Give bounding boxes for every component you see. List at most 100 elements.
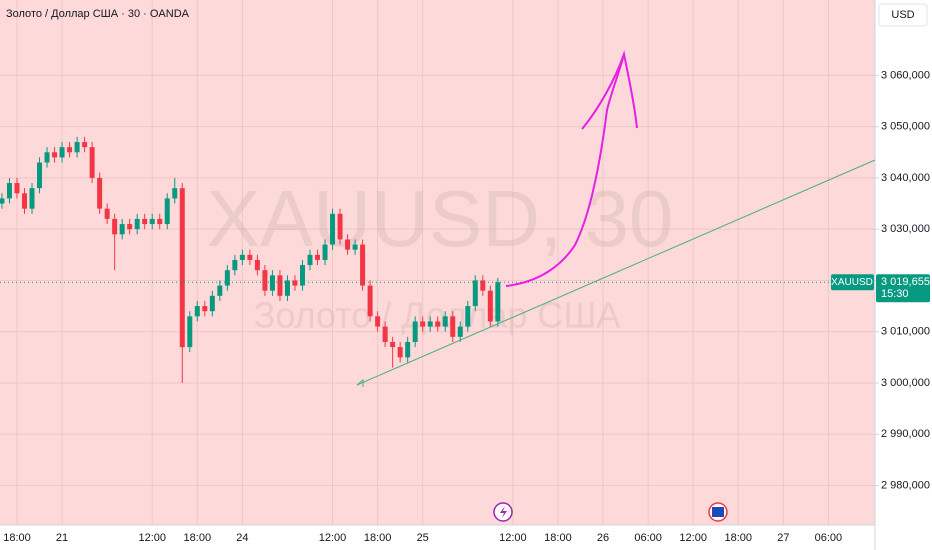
x-tick-label: 18:00 bbox=[724, 532, 752, 544]
candle-body bbox=[487, 290, 493, 322]
hand-drawn-arrow bbox=[505, 53, 625, 287]
candle-body bbox=[187, 316, 193, 348]
candle-body bbox=[352, 244, 358, 250]
candle-body bbox=[224, 270, 230, 286]
candle-body bbox=[375, 316, 381, 327]
candle-body bbox=[269, 275, 275, 291]
candle-body bbox=[239, 254, 245, 260]
candle-body bbox=[149, 218, 155, 225]
candle-body bbox=[292, 280, 298, 286]
watermark-subtitle: Золото / Доллар США bbox=[254, 295, 621, 336]
time-axis bbox=[0, 525, 875, 550]
x-tick-label: 21 bbox=[56, 532, 68, 544]
candle-body bbox=[194, 306, 200, 317]
y-tick-label: 3 050,000 bbox=[881, 121, 930, 133]
hand-drawn-arrow-head bbox=[581, 50, 638, 130]
candle-body bbox=[367, 285, 373, 317]
candle-body bbox=[337, 213, 343, 240]
y-tick-label: 3 000,000 bbox=[881, 377, 930, 389]
candle-body bbox=[472, 280, 478, 307]
candle-body bbox=[142, 218, 148, 225]
candle-body bbox=[0, 198, 5, 204]
x-tick-label: 26 bbox=[597, 532, 609, 544]
candle-body bbox=[179, 188, 185, 348]
candle-body bbox=[405, 341, 411, 358]
watermark: XAUUSD, 30 bbox=[207, 174, 674, 263]
candle-body bbox=[172, 188, 178, 199]
candle-body bbox=[89, 147, 95, 178]
candle-body bbox=[427, 321, 433, 327]
candle-body bbox=[480, 280, 486, 291]
candle-body bbox=[44, 152, 50, 163]
candle-body bbox=[37, 162, 43, 189]
candle-body bbox=[59, 147, 65, 158]
candle-body bbox=[322, 244, 328, 260]
candle-body bbox=[6, 183, 12, 199]
candle-body bbox=[217, 285, 223, 296]
symbol-tag bbox=[831, 274, 874, 291]
countdown: 15:30 bbox=[881, 288, 909, 300]
candle-body bbox=[397, 347, 403, 358]
y-tick-label: 3 010,000 bbox=[881, 326, 930, 338]
y-tick-label: 3 040,000 bbox=[881, 172, 930, 184]
x-tick-label: 24 bbox=[236, 532, 248, 544]
candle-body bbox=[412, 321, 418, 342]
currency: USD bbox=[891, 9, 914, 21]
candle-body bbox=[21, 193, 27, 209]
candle-body bbox=[465, 306, 471, 327]
candle-body bbox=[284, 280, 290, 296]
candle-body bbox=[164, 198, 170, 225]
candle-body bbox=[262, 270, 268, 291]
candle-body bbox=[74, 142, 80, 153]
x-tick-label: 12:00 bbox=[319, 532, 347, 544]
candle-body bbox=[52, 152, 58, 158]
x-tick-label: 27 bbox=[777, 532, 789, 544]
candle-body bbox=[209, 295, 215, 312]
candle-body bbox=[495, 282, 501, 322]
y-tick-label: 2 980,000 bbox=[881, 479, 930, 491]
candle-body bbox=[104, 208, 110, 219]
candle-body bbox=[420, 321, 426, 327]
candle-body bbox=[82, 142, 88, 148]
candle-body bbox=[232, 259, 238, 271]
candle-body bbox=[112, 218, 118, 235]
event-icon-bolt bbox=[500, 506, 507, 518]
candle-body bbox=[29, 188, 35, 209]
candle-body bbox=[307, 254, 313, 266]
x-tick-label: 12:00 bbox=[138, 532, 166, 544]
candle-body bbox=[14, 183, 20, 194]
candle-body bbox=[299, 265, 305, 286]
trend-line-arrow bbox=[356, 378, 364, 387]
candle-body bbox=[315, 254, 321, 260]
candle-body bbox=[277, 275, 283, 296]
x-tick-label: 12:00 bbox=[679, 532, 707, 544]
candle-body bbox=[360, 244, 366, 286]
price-tag bbox=[876, 274, 930, 303]
candle-body bbox=[254, 259, 260, 271]
candle-body bbox=[127, 224, 133, 230]
x-tick-label: 25 bbox=[417, 532, 429, 544]
candle-body bbox=[450, 316, 456, 337]
candle-body bbox=[157, 218, 163, 225]
x-tick-label: 18:00 bbox=[544, 532, 572, 544]
candle-body bbox=[247, 254, 253, 260]
candle-body bbox=[67, 147, 73, 153]
candle-body bbox=[435, 321, 441, 327]
candle-body bbox=[345, 239, 351, 250]
x-tick-label: 06:00 bbox=[815, 532, 843, 544]
candle-body bbox=[330, 213, 336, 245]
trend-line bbox=[356, 159, 876, 386]
candle-body bbox=[119, 224, 125, 235]
x-tick-label: 18:00 bbox=[364, 532, 392, 544]
y-tick-label: 2 990,000 bbox=[881, 428, 930, 440]
price-label: 3 019,655 bbox=[881, 276, 930, 288]
event-flag bbox=[712, 507, 724, 517]
symbol-label: XAUUSD bbox=[831, 277, 873, 288]
y-tick-label: 3 030,000 bbox=[881, 223, 930, 235]
x-tick-label: 06:00 bbox=[634, 532, 662, 544]
x-tick-label: 12:00 bbox=[499, 532, 527, 544]
currency-button[interactable] bbox=[878, 3, 928, 27]
chart-title: Золото / Доллар США · 30 · OANDA bbox=[6, 8, 190, 20]
plot-background bbox=[0, 0, 875, 525]
